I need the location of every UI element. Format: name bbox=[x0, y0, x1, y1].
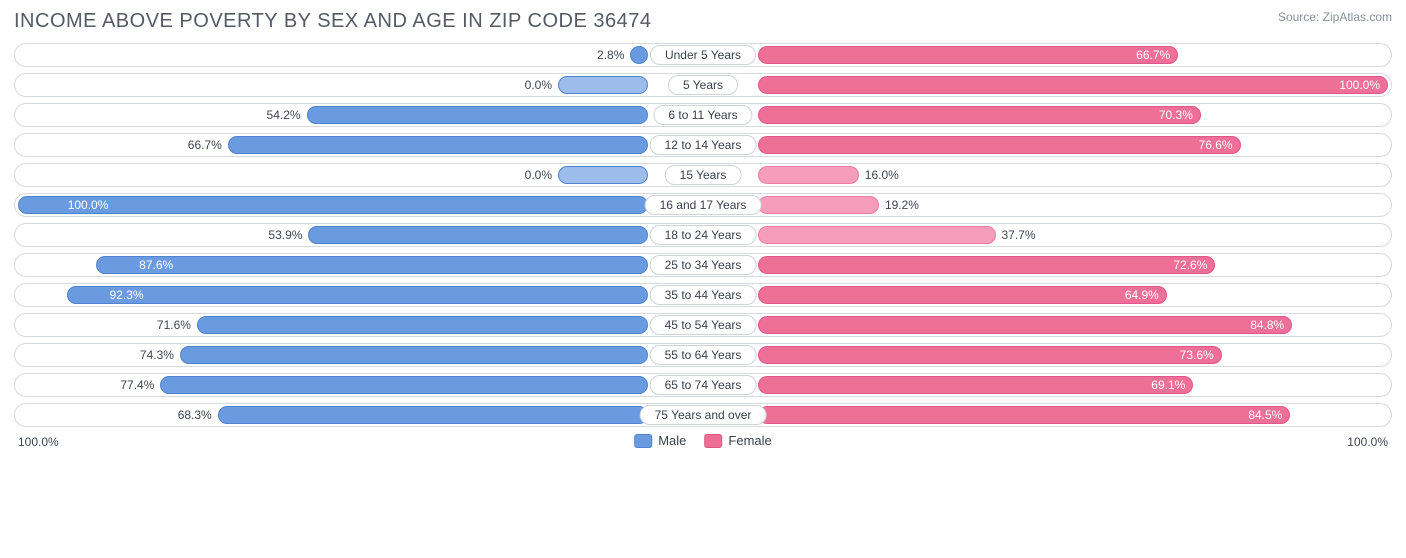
header: INCOME ABOVE POVERTY BY SEX AND AGE IN Z… bbox=[14, 10, 1392, 33]
female-value-label: 16.0% bbox=[865, 168, 899, 182]
age-group-pill: 45 to 54 Years bbox=[650, 315, 757, 335]
legend-male: Male bbox=[634, 433, 686, 448]
female-value-label: 76.6% bbox=[1199, 138, 1233, 152]
female-value-label: 84.5% bbox=[1248, 408, 1282, 422]
male-bar bbox=[307, 106, 648, 124]
age-group-pill: 5 Years bbox=[668, 75, 738, 95]
male-value-label: 0.0% bbox=[525, 168, 552, 182]
legend-female-label: Female bbox=[728, 433, 771, 448]
age-group-pill: 12 to 14 Years bbox=[650, 135, 757, 155]
swatch-male-icon bbox=[634, 434, 652, 448]
female-bar bbox=[758, 76, 1388, 94]
female-value-label: 69.1% bbox=[1151, 378, 1185, 392]
male-bar bbox=[558, 166, 648, 184]
male-value-label: 74.3% bbox=[140, 348, 174, 362]
male-bar bbox=[630, 46, 648, 64]
chart-row: 77.4% 69.1% 65 to 74 Years bbox=[14, 373, 1392, 397]
age-group-pill: Under 5 Years bbox=[650, 45, 756, 65]
male-bar bbox=[308, 226, 648, 244]
chart-row: 0.0% 100.0% 5 Years bbox=[14, 73, 1392, 97]
male-value-label: 53.9% bbox=[268, 228, 302, 242]
female-bar bbox=[758, 46, 1178, 64]
male-bar bbox=[67, 286, 648, 304]
legend-female: Female bbox=[704, 433, 771, 448]
female-bar bbox=[758, 316, 1292, 334]
chart-row: 74.3% 73.6% 55 to 64 Years bbox=[14, 343, 1392, 367]
male-value-label: 54.2% bbox=[267, 108, 301, 122]
male-value-label: 92.3% bbox=[110, 288, 144, 302]
female-bar bbox=[758, 346, 1222, 364]
male-value-label: 68.3% bbox=[178, 408, 212, 422]
male-bar bbox=[558, 76, 648, 94]
male-bar bbox=[18, 196, 648, 214]
chart-row: 0.0% 16.0% 15 Years bbox=[14, 163, 1392, 187]
male-value-label: 71.6% bbox=[157, 318, 191, 332]
male-bar bbox=[180, 346, 648, 364]
male-value-label: 100.0% bbox=[68, 198, 109, 212]
female-bar bbox=[758, 166, 859, 184]
age-group-pill: 65 to 74 Years bbox=[650, 375, 757, 395]
female-value-label: 19.2% bbox=[885, 198, 919, 212]
axis-right-label: 100.0% bbox=[1347, 435, 1388, 449]
male-bar bbox=[218, 406, 648, 424]
chart-row: 53.9% 37.7% 18 to 24 Years bbox=[14, 223, 1392, 247]
age-group-pill: 55 to 64 Years bbox=[650, 345, 757, 365]
female-bar bbox=[758, 196, 879, 214]
age-group-pill: 18 to 24 Years bbox=[650, 225, 757, 245]
female-value-label: 100.0% bbox=[1339, 78, 1380, 92]
female-value-label: 84.8% bbox=[1250, 318, 1284, 332]
chart-row: 71.6% 84.8% 45 to 54 Years bbox=[14, 313, 1392, 337]
legend: Male Female bbox=[634, 433, 772, 448]
female-value-label: 37.7% bbox=[1002, 228, 1036, 242]
chart-row: 54.2% 70.3% 6 to 11 Years bbox=[14, 103, 1392, 127]
female-bar bbox=[758, 376, 1193, 394]
male-bar bbox=[96, 256, 648, 274]
age-group-pill: 15 Years bbox=[665, 165, 742, 185]
male-value-label: 2.8% bbox=[597, 48, 624, 62]
male-value-label: 87.6% bbox=[139, 258, 173, 272]
male-value-label: 77.4% bbox=[120, 378, 154, 392]
age-group-pill: 6 to 11 Years bbox=[653, 105, 752, 125]
female-bar bbox=[758, 256, 1215, 274]
chart-title: INCOME ABOVE POVERTY BY SEX AND AGE IN Z… bbox=[14, 10, 651, 33]
male-bar bbox=[197, 316, 648, 334]
axis-left-label: 100.0% bbox=[18, 435, 59, 449]
female-value-label: 70.3% bbox=[1159, 108, 1193, 122]
female-value-label: 66.7% bbox=[1136, 48, 1170, 62]
age-group-pill: 25 to 34 Years bbox=[650, 255, 757, 275]
age-group-pill: 75 Years and over bbox=[640, 405, 767, 425]
female-bar bbox=[758, 136, 1241, 154]
chart-row: 2.8% 66.7% Under 5 Years bbox=[14, 43, 1392, 67]
swatch-female-icon bbox=[704, 434, 722, 448]
female-bar bbox=[758, 226, 996, 244]
male-value-label: 66.7% bbox=[188, 138, 222, 152]
female-value-label: 73.6% bbox=[1180, 348, 1214, 362]
chart-row: 66.7% 76.6% 12 to 14 Years bbox=[14, 133, 1392, 157]
poverty-chart: INCOME ABOVE POVERTY BY SEX AND AGE IN Z… bbox=[0, 0, 1406, 463]
chart-row: 68.3% 84.5% 75 Years and over bbox=[14, 403, 1392, 427]
legend-male-label: Male bbox=[658, 433, 686, 448]
female-bar bbox=[758, 406, 1290, 424]
female-value-label: 64.9% bbox=[1125, 288, 1159, 302]
chart-row: 87.6% 72.6% 25 to 34 Years bbox=[14, 253, 1392, 277]
age-group-pill: 16 and 17 Years bbox=[645, 195, 762, 215]
male-bar bbox=[160, 376, 648, 394]
chart-footer: 100.0% Male Female 100.0% bbox=[14, 433, 1392, 455]
age-group-pill: 35 to 44 Years bbox=[650, 285, 757, 305]
chart-rows: 2.8% 66.7% Under 5 Years 0.0% 100.0% 5 Years 5… bbox=[14, 43, 1392, 427]
female-bar bbox=[758, 286, 1167, 304]
chart-row: 100.0% 19.2% 16 and 17 Years bbox=[14, 193, 1392, 217]
female-value-label: 72.6% bbox=[1173, 258, 1207, 272]
chart-source: Source: ZipAtlas.com bbox=[1278, 10, 1392, 24]
male-value-label: 0.0% bbox=[525, 78, 552, 92]
male-bar bbox=[228, 136, 648, 154]
female-bar bbox=[758, 106, 1201, 124]
chart-row: 92.3% 64.9% 35 to 44 Years bbox=[14, 283, 1392, 307]
